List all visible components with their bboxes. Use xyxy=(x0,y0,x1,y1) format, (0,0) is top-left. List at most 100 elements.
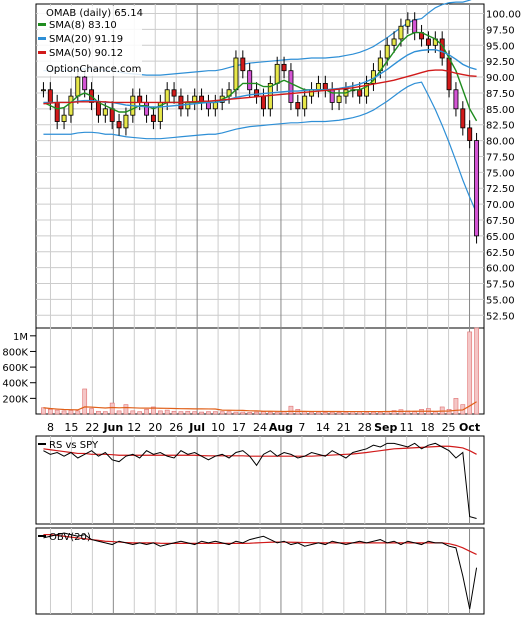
volume-bar xyxy=(164,409,170,415)
volume-bar xyxy=(336,412,342,415)
x-tick-label: 17 xyxy=(232,421,246,434)
volume-bar xyxy=(171,410,177,415)
candle-body xyxy=(123,114,129,129)
price-tick-label: 97.50 xyxy=(486,25,515,36)
price-tick-label: 92.50 xyxy=(486,57,515,68)
volume-average-line xyxy=(43,401,477,413)
volume-bar xyxy=(192,411,198,415)
volume-bar xyxy=(185,410,191,415)
sma-line-sma8 xyxy=(43,31,478,122)
price-tick-label: 57.50 xyxy=(486,280,515,291)
candle-body xyxy=(288,70,294,103)
volume-bar xyxy=(446,409,452,415)
x-tick-label: Oct xyxy=(459,421,480,434)
price-tick-label: 75.00 xyxy=(486,168,515,179)
price-tick-label: 72.50 xyxy=(486,184,515,195)
volume-bar xyxy=(240,411,246,415)
candle-body xyxy=(357,89,363,97)
candle-body xyxy=(47,89,53,103)
candle-body xyxy=(254,89,260,97)
volume-bar xyxy=(157,410,163,415)
candle-body xyxy=(260,95,266,110)
volume-bar xyxy=(54,409,60,415)
volume-bar xyxy=(377,411,383,415)
price-tick-label: 77.50 xyxy=(486,152,515,163)
legend-title: OMAB (daily) 65.14 xyxy=(46,8,143,19)
x-tick-label: 8 xyxy=(47,421,54,434)
candle-body xyxy=(40,89,46,92)
volume-bar xyxy=(178,411,184,415)
candle-body xyxy=(137,95,143,103)
rs-title: RS vs SPY xyxy=(49,440,99,451)
x-tick-label: 7 xyxy=(298,421,305,434)
candle-body xyxy=(384,44,390,59)
volume-bar xyxy=(96,410,101,415)
candle-body xyxy=(322,83,328,91)
volume-bar xyxy=(89,408,94,415)
volume-bar xyxy=(316,411,321,415)
candle-body xyxy=(281,63,287,72)
candle-body xyxy=(247,70,253,91)
volume-bar xyxy=(130,410,136,415)
candle-body xyxy=(240,57,246,72)
volume-bar xyxy=(226,411,232,415)
legend-entry-sma8: SMA(8) 83.10 xyxy=(49,20,117,31)
volume-tick-label: 1M xyxy=(13,332,28,343)
candle-body xyxy=(212,102,218,110)
x-tick-label: Jul xyxy=(188,421,205,434)
volume-bar xyxy=(219,411,225,415)
candle-body xyxy=(171,89,177,97)
candle-body xyxy=(453,89,459,110)
volume-bar xyxy=(453,398,459,415)
candle-body xyxy=(205,102,211,110)
volume-bar xyxy=(41,407,46,415)
volume-bar xyxy=(137,411,143,415)
volume-bar xyxy=(199,411,204,415)
candle-body xyxy=(336,95,342,103)
candle-body xyxy=(467,127,473,141)
price-tick-label: 90.00 xyxy=(486,73,515,84)
price-tick-label: 55.00 xyxy=(486,295,515,306)
x-tick-label: 14 xyxy=(316,421,330,434)
volume-bar xyxy=(68,410,74,415)
price-tick-label: 52.50 xyxy=(486,311,515,322)
volume-bar xyxy=(261,411,266,415)
sma-line-sma50 xyxy=(43,69,477,105)
volume-bar xyxy=(274,411,280,415)
obv-line xyxy=(43,532,478,610)
candle-body xyxy=(102,108,108,116)
x-tick-label: 12 xyxy=(127,421,141,434)
chart-marks xyxy=(40,0,480,610)
legend-swatch-sma8 xyxy=(38,23,46,26)
rs-line xyxy=(43,442,477,519)
lower-band-line xyxy=(43,81,478,214)
volume-bar xyxy=(75,410,81,415)
volume-tick-label: 600K xyxy=(2,363,28,374)
legend-swatch-sma20 xyxy=(38,37,46,40)
candle-body xyxy=(425,38,431,46)
candle-body xyxy=(95,102,101,116)
volume-bar xyxy=(116,410,122,415)
x-tick-label: 20 xyxy=(148,421,162,434)
volume-bar xyxy=(206,411,211,415)
candle-body xyxy=(391,38,397,46)
rs-average-line xyxy=(43,445,477,457)
axis-labels: 100.00 97.50 95.00 92.50 90.00 87.50 85.00 82.5… xyxy=(2,10,521,434)
volume-bar xyxy=(61,410,67,415)
volume-bar xyxy=(47,409,53,415)
legend-background xyxy=(38,6,142,76)
x-tick-label: 21 xyxy=(337,421,351,434)
price-tick-label: 70.00 xyxy=(486,200,515,211)
candle-body xyxy=(116,121,122,129)
candle-body xyxy=(144,102,150,116)
candle-body xyxy=(309,89,315,97)
volume-bar xyxy=(343,411,349,415)
volume-bar xyxy=(267,411,273,415)
candle-body xyxy=(446,57,452,91)
x-tick-label: 10 xyxy=(211,421,225,434)
volume-bar xyxy=(247,412,253,415)
price-tick-label: 95.00 xyxy=(486,41,515,52)
volume-bar xyxy=(391,410,397,415)
x-tick-label: 15 xyxy=(64,421,78,434)
